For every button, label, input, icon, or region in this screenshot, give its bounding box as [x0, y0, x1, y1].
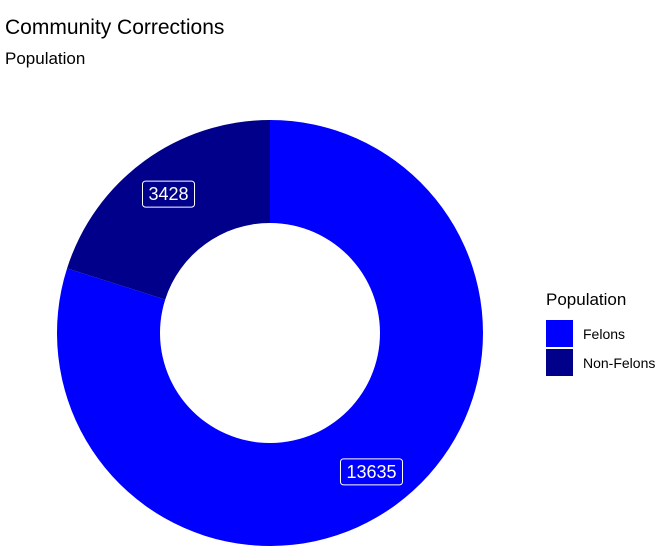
- legend-swatch-non-felons: [546, 349, 573, 376]
- legend-item-felons: Felons: [546, 319, 655, 348]
- donut-slice-felons: [57, 120, 484, 546]
- data-label-non-felons: 3428: [141, 180, 196, 208]
- legend-label-felons: Felons: [583, 325, 626, 342]
- data-label-box-non-felons: [141, 180, 196, 208]
- data-label-felons: 13635: [339, 458, 404, 486]
- legend: Population Felons Non-Felons: [546, 290, 655, 377]
- data-label-box-felons: [339, 458, 404, 486]
- donut-slice-non-felons: [67, 120, 270, 300]
- legend-swatch-felons: [546, 320, 573, 347]
- data-label-text-felons: 13635: [346, 462, 396, 482]
- legend-label-non-felons: Non-Felons: [583, 354, 656, 371]
- chart-subtitle: Population: [5, 49, 86, 68]
- legend-item-non-felons: Non-Felons: [546, 348, 655, 377]
- chart-title: Community Corrections: [5, 16, 225, 39]
- legend-title: Population: [546, 290, 627, 309]
- data-label-text-non-felons: 3428: [148, 184, 188, 204]
